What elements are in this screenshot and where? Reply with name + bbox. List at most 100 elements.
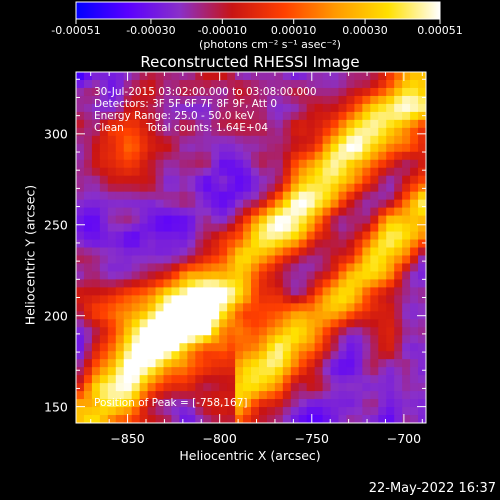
heatmap-cell <box>123 159 133 169</box>
heatmap-cell <box>386 143 395 153</box>
heatmap-cell <box>155 143 165 153</box>
heatmap-cell <box>402 87 411 97</box>
heatmap-cell <box>219 215 228 225</box>
heatmap-cell <box>147 295 157 304</box>
heatmap-cell <box>418 399 426 408</box>
heatmap-cell <box>266 207 276 217</box>
heatmap-cell <box>362 375 371 384</box>
heatmap-cell <box>306 263 316 273</box>
heatmap-cell <box>187 151 196 161</box>
heatmap-cell <box>123 183 133 193</box>
heatmap-cell <box>219 319 228 328</box>
heatmap-cell <box>370 327 379 336</box>
heatmap-cell <box>155 215 165 225</box>
heatmap-cell <box>91 191 101 201</box>
heatmap-cell <box>330 375 340 384</box>
heatmap-cell <box>402 287 411 296</box>
heatmap-cell <box>187 319 196 328</box>
heatmap-cell <box>139 303 149 312</box>
heatmap-cell <box>346 167 355 177</box>
heatmap-cell <box>258 135 268 145</box>
heatmap-cell <box>139 175 149 185</box>
heatmap-cell <box>219 407 228 416</box>
heatmap-cell <box>354 191 363 201</box>
heatmap-cell <box>76 159 85 169</box>
heatmap-cell <box>203 95 212 105</box>
heatmap-cell <box>91 223 101 233</box>
heatmap-cell <box>171 183 180 193</box>
heatmap-cell <box>338 327 348 336</box>
heatmap-cell <box>282 247 292 257</box>
heatmap-cell <box>155 111 165 121</box>
heatmap-cell <box>235 359 244 368</box>
heatmap-cell <box>83 263 93 273</box>
heatmap-cell <box>235 223 244 233</box>
heatmap-cell <box>290 311 300 320</box>
heatmap-cell <box>179 135 188 145</box>
heatmap-cell <box>370 95 379 105</box>
heatmap-cell <box>394 271 403 281</box>
heatmap-cell <box>298 159 308 169</box>
heatmap-cell <box>76 95 85 105</box>
heatmap-cell <box>83 183 93 193</box>
heatmap-cell <box>322 175 332 185</box>
heatmap-cell <box>290 407 300 416</box>
heatmap-cell <box>354 271 363 281</box>
heatmap-cell <box>187 391 196 400</box>
heatmap-cell <box>346 383 355 392</box>
heatmap-cell <box>346 399 355 408</box>
heatmap-cell <box>83 367 93 376</box>
heatmap-cell <box>274 375 284 384</box>
heatmap-cell <box>378 311 387 320</box>
heatmap-cell <box>394 199 403 209</box>
heatmap-cell <box>76 231 85 241</box>
heatmap-cell <box>314 415 324 423</box>
heatmap-cell <box>394 263 403 273</box>
heatmap-cell <box>99 95 109 105</box>
heatmap-cell <box>211 95 220 105</box>
heatmap-cell <box>266 367 276 376</box>
heatmap-cell <box>266 215 276 225</box>
heatmap-cell <box>346 271 355 281</box>
heatmap-cell <box>187 103 196 113</box>
x-tick-label: −700 <box>386 431 422 446</box>
heatmap-cell <box>394 359 403 368</box>
heatmap-cell <box>139 167 149 177</box>
heatmap-cell <box>386 159 395 169</box>
heatmap-cell <box>203 79 212 89</box>
heatmap-cell <box>306 143 316 153</box>
heatmap-cell <box>362 287 371 296</box>
heatmap-cell <box>330 191 340 201</box>
heatmap-cell <box>330 135 340 145</box>
heatmap-cell <box>290 415 300 423</box>
heatmap-cell <box>282 199 292 209</box>
heatmap-cell <box>243 271 252 281</box>
heatmap-cell <box>418 223 426 233</box>
heatmap-cell <box>410 103 419 113</box>
heatmap-cell <box>147 239 157 249</box>
heatmap-cell <box>290 247 300 257</box>
heatmap-cell <box>139 399 149 408</box>
heatmap-cell <box>139 87 149 97</box>
heatmap-cell <box>282 143 292 153</box>
heatmap-cell <box>386 207 395 217</box>
heatmap-cell <box>91 295 101 304</box>
heatmap-cell <box>402 159 411 169</box>
heatmap-cell <box>107 271 117 281</box>
heatmap-cell <box>131 103 141 113</box>
heatmap-cell <box>179 151 188 161</box>
heatmap-cell <box>107 319 117 328</box>
heatmap-cell <box>314 239 324 249</box>
heatmap-cell <box>139 239 149 249</box>
heatmap-cell <box>243 191 252 201</box>
heatmap-cell <box>163 375 173 384</box>
heatmap-cell <box>131 135 141 145</box>
heatmap-cell <box>370 151 379 161</box>
heatmap-cell <box>195 415 204 423</box>
heatmap-cell <box>203 255 212 265</box>
heatmap-cell <box>211 247 220 257</box>
heatmap-cell <box>314 191 324 201</box>
heatmap-cell <box>298 255 308 265</box>
heatmap-cell <box>243 87 252 97</box>
heatmap-cell <box>394 375 403 384</box>
